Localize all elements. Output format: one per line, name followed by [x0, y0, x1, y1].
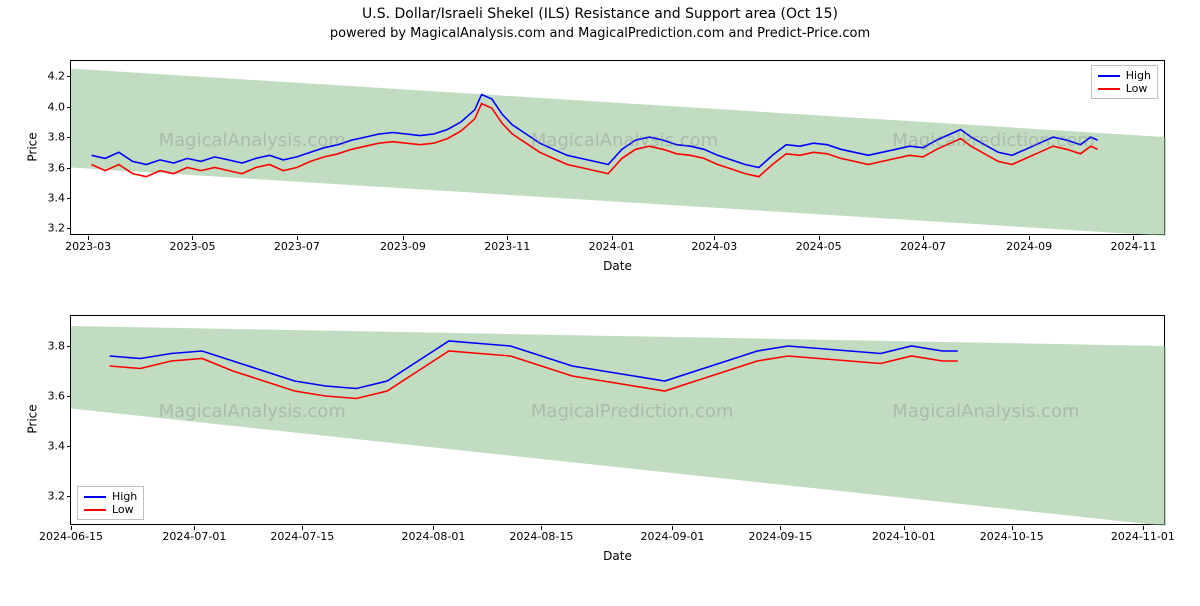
legend-label: High — [112, 490, 137, 503]
y-axis-label: Price — [26, 404, 40, 433]
legend-swatch — [84, 496, 106, 498]
legend-item: High — [84, 490, 137, 503]
legend-item: Low — [84, 503, 137, 516]
legend: HighLow — [77, 486, 144, 520]
plot-area: 3.23.43.63.82024-06-152024-07-012024-07-… — [70, 315, 1165, 525]
chart-panel-bottom: 3.23.43.63.82024-06-152024-07-012024-07-… — [0, 0, 1200, 600]
legend-swatch — [84, 509, 106, 511]
support-resistance-band — [71, 326, 1166, 526]
legend-label: Low — [112, 503, 134, 516]
x-axis-label: Date — [70, 549, 1165, 563]
plot-svg — [71, 316, 1166, 526]
